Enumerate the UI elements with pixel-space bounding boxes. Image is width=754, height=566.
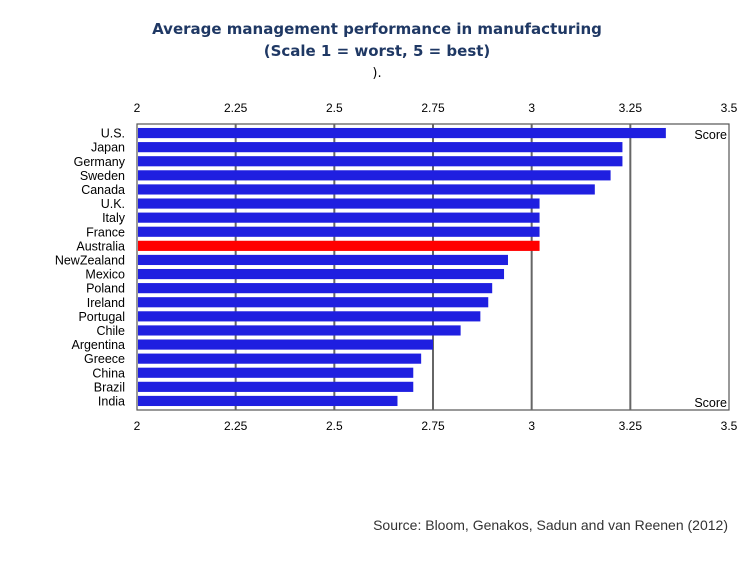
x-tick-label-bottom: 3.5	[721, 419, 738, 433]
bar	[138, 367, 414, 378]
bar	[138, 283, 493, 294]
y-category-label: Germany	[74, 155, 126, 169]
bar	[138, 339, 433, 350]
bar	[138, 268, 505, 280]
x-tick-label-top: 2.5	[326, 101, 343, 115]
y-category-label: France	[86, 225, 125, 239]
x-tick-label-top: 2.75	[421, 101, 445, 115]
x-tick-label-bottom: 3.25	[619, 419, 643, 433]
bar	[138, 297, 489, 308]
bar	[138, 184, 595, 195]
x-tick-label-top: 3	[528, 101, 535, 115]
bar	[138, 311, 481, 322]
bar	[138, 127, 666, 139]
bar	[138, 381, 414, 392]
x-tick-label-top: 3.5	[721, 101, 738, 115]
x-tick-label-top: 3.25	[619, 101, 643, 115]
x-tick-label-bottom: 3	[528, 419, 535, 433]
y-category-label: Portugal	[78, 310, 125, 324]
y-category-label: Sweden	[80, 169, 125, 183]
y-category-label: Japan	[91, 141, 125, 155]
bar	[138, 226, 540, 237]
y-category-label: U.K.	[101, 197, 125, 211]
bar	[138, 254, 508, 266]
y-category-label: Poland	[86, 282, 125, 296]
y-category-label: China	[92, 366, 125, 380]
y-category-label: Argentina	[71, 338, 125, 352]
chart-subtitle: (Scale 1 = worst, 5 = best)	[263, 42, 491, 60]
bar	[138, 156, 623, 167]
bar	[138, 212, 540, 223]
x-tick-label-top: 2.25	[224, 101, 248, 115]
y-category-label: Brazil	[94, 380, 125, 394]
x-tick-label-bottom: 2.75	[421, 419, 445, 433]
x-tick-label-top: 2	[134, 101, 141, 115]
bar	[138, 353, 422, 364]
y-category-label: Mexico	[85, 268, 125, 282]
y-category-label: U.S.	[101, 127, 125, 141]
bar	[138, 198, 540, 209]
bar	[138, 142, 623, 153]
bar	[138, 240, 540, 251]
score-label-top: Score	[694, 128, 727, 142]
bar	[138, 395, 398, 407]
bar	[138, 170, 611, 181]
y-category-label: Australia	[76, 239, 125, 253]
chart-note: ).	[372, 66, 382, 81]
x-tick-label-bottom: 2	[134, 419, 141, 433]
y-category-label: Chile	[97, 324, 126, 338]
y-category-label: NewZealand	[55, 253, 125, 267]
x-tick-label-bottom: 2.25	[224, 419, 248, 433]
x-tick-label-bottom: 2.5	[326, 419, 343, 433]
source-note: Source: Bloom, Genakos, Sadun and van Re…	[373, 517, 728, 533]
y-category-label: Italy	[102, 211, 126, 225]
score-label-bottom: Score	[694, 396, 727, 410]
y-category-label: Ireland	[87, 296, 125, 310]
y-category-label: India	[98, 394, 125, 408]
chart-title: Average management performance in manufa…	[152, 20, 602, 38]
y-category-label: Canada	[81, 183, 125, 197]
y-category-label: Greece	[84, 352, 125, 366]
bar	[138, 325, 461, 336]
